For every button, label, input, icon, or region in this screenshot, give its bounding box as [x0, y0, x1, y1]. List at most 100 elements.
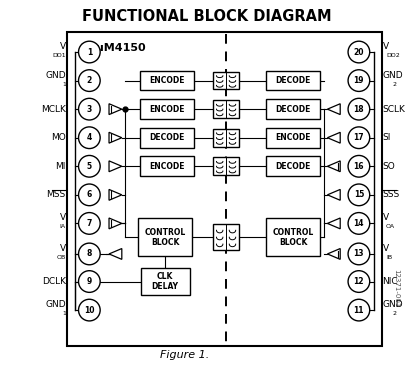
Text: 1: 1: [62, 81, 66, 87]
Text: 13: 13: [353, 249, 363, 259]
Circle shape: [347, 299, 369, 321]
Circle shape: [78, 213, 100, 234]
Text: MI: MI: [55, 162, 66, 171]
Text: 4: 4: [86, 133, 92, 142]
Text: GND: GND: [45, 71, 66, 80]
Text: Figure 1.: Figure 1.: [160, 350, 209, 360]
Bar: [140, 99, 194, 119]
Circle shape: [78, 243, 100, 265]
Text: 18: 18: [353, 105, 363, 114]
Text: DECODE: DECODE: [275, 76, 310, 85]
Polygon shape: [327, 161, 339, 172]
Text: GND: GND: [45, 300, 66, 309]
Text: 19: 19: [353, 76, 363, 85]
Text: SSS: SSS: [382, 190, 399, 199]
Text: ADuM4150: ADuM4150: [78, 43, 146, 53]
Text: SI: SI: [382, 133, 390, 142]
Circle shape: [347, 243, 369, 265]
Bar: [265, 219, 319, 256]
Circle shape: [78, 155, 100, 177]
Bar: [213, 157, 238, 175]
Text: MO: MO: [51, 133, 66, 142]
Text: SCLK: SCLK: [382, 105, 404, 114]
Text: MCLK: MCLK: [41, 105, 66, 114]
Text: 17: 17: [353, 133, 363, 142]
Circle shape: [78, 184, 100, 206]
Bar: [140, 128, 194, 148]
Polygon shape: [109, 218, 121, 229]
Text: GND: GND: [382, 300, 402, 309]
Text: 14: 14: [353, 219, 363, 228]
Text: 12371-001: 12371-001: [392, 269, 398, 307]
Text: FUNCTIONAL BLOCK DIAGRAM: FUNCTIONAL BLOCK DIAGRAM: [81, 9, 330, 24]
Text: OB: OB: [56, 255, 66, 260]
Text: 10: 10: [84, 306, 94, 314]
Bar: [213, 72, 238, 90]
Circle shape: [78, 127, 100, 149]
Text: CLK
DELAY: CLK DELAY: [151, 272, 178, 291]
Polygon shape: [109, 161, 121, 172]
Text: V: V: [382, 42, 388, 51]
Bar: [140, 71, 194, 90]
Bar: [213, 224, 238, 250]
Text: 7: 7: [86, 219, 92, 228]
Text: 2: 2: [86, 76, 92, 85]
Text: 6: 6: [86, 190, 92, 199]
Polygon shape: [327, 132, 339, 143]
Circle shape: [78, 70, 100, 91]
Bar: [265, 71, 319, 90]
Text: IB: IB: [385, 255, 391, 260]
Text: DECODE: DECODE: [149, 133, 184, 142]
Circle shape: [347, 184, 369, 206]
Circle shape: [78, 271, 100, 292]
Bar: [140, 157, 194, 176]
Circle shape: [347, 213, 369, 234]
Circle shape: [78, 299, 100, 321]
Circle shape: [78, 41, 100, 63]
Text: IA: IA: [59, 224, 66, 229]
Text: 3: 3: [86, 105, 92, 114]
Circle shape: [347, 70, 369, 91]
Text: ENCODE: ENCODE: [149, 76, 184, 85]
Text: DECODE: DECODE: [275, 162, 310, 171]
Polygon shape: [327, 189, 339, 200]
Text: NIC: NIC: [382, 277, 397, 286]
Text: V: V: [382, 213, 388, 222]
Text: DD1: DD1: [52, 53, 66, 58]
Text: DCLK: DCLK: [42, 277, 66, 286]
Circle shape: [347, 271, 369, 292]
Text: V: V: [59, 244, 66, 253]
Bar: [265, 128, 319, 148]
Polygon shape: [327, 104, 339, 115]
Text: 5: 5: [87, 162, 92, 171]
Polygon shape: [109, 249, 121, 259]
Text: 2: 2: [392, 81, 396, 87]
Circle shape: [347, 155, 369, 177]
Polygon shape: [109, 104, 121, 115]
Bar: [265, 99, 319, 119]
Text: 9: 9: [86, 277, 92, 286]
Text: CONTROL
BLOCK: CONTROL BLOCK: [272, 228, 313, 247]
Text: 20: 20: [353, 47, 363, 57]
Text: 1: 1: [86, 47, 92, 57]
Circle shape: [347, 98, 369, 120]
Circle shape: [347, 127, 369, 149]
Text: 2: 2: [392, 311, 396, 316]
Bar: [265, 157, 319, 176]
Text: V: V: [59, 42, 66, 51]
Text: OA: OA: [385, 224, 394, 229]
Bar: [140, 268, 189, 295]
Circle shape: [347, 41, 369, 63]
Polygon shape: [327, 218, 339, 229]
Bar: [213, 100, 238, 118]
Bar: [66, 32, 381, 346]
Text: ENCODE: ENCODE: [149, 162, 184, 171]
Text: ENCODE: ENCODE: [275, 133, 310, 142]
Polygon shape: [109, 189, 121, 200]
Bar: [138, 219, 192, 256]
Text: DECODE: DECODE: [275, 105, 310, 114]
Text: 11: 11: [353, 306, 363, 314]
Circle shape: [78, 98, 100, 120]
Text: CONTROL
BLOCK: CONTROL BLOCK: [144, 228, 185, 247]
Text: DD2: DD2: [385, 53, 399, 58]
